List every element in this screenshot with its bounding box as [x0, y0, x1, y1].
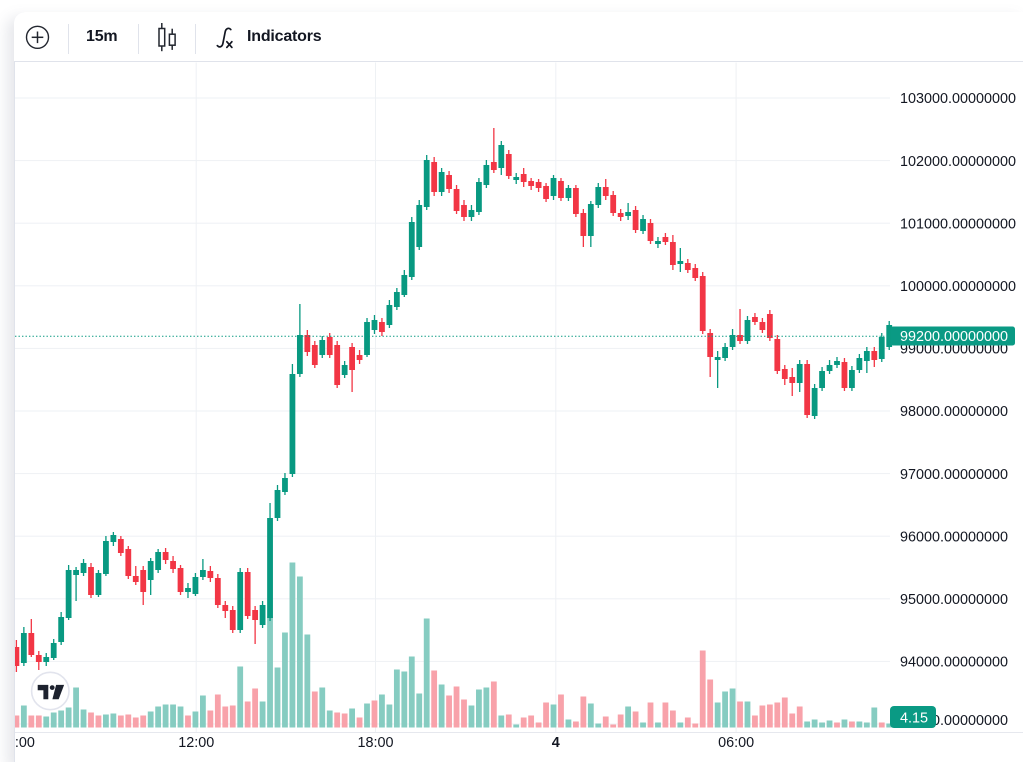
svg-text:103000.00000000: 103000.00000000: [900, 91, 1016, 107]
svg-text:95000.00000000: 95000.00000000: [900, 592, 1008, 608]
svg-text:99200.00000000: 99200.00000000: [900, 329, 1008, 345]
svg-text:12:00: 12:00: [178, 735, 214, 751]
svg-text:98000.00000000: 98000.00000000: [900, 404, 1008, 420]
svg-text:102000.00000000: 102000.00000000: [900, 154, 1016, 170]
svg-text:101000.00000000: 101000.00000000: [900, 216, 1016, 232]
svg-text:100000.00000000: 100000.00000000: [900, 279, 1016, 295]
svg-text:94000.00000000: 94000.00000000: [900, 655, 1008, 671]
svg-text:96000.00000000: 96000.00000000: [900, 529, 1008, 545]
svg-text:99000.00000000: 99000.00000000: [900, 342, 1008, 358]
svg-text:18:00: 18:00: [357, 735, 393, 751]
svg-text::00: :00: [15, 735, 35, 751]
svg-text:4.15: 4.15: [900, 711, 928, 727]
svg-text:06:00: 06:00: [718, 735, 754, 751]
svg-text:97000.00000000: 97000.00000000: [900, 467, 1008, 483]
svg-text:4: 4: [552, 735, 560, 751]
